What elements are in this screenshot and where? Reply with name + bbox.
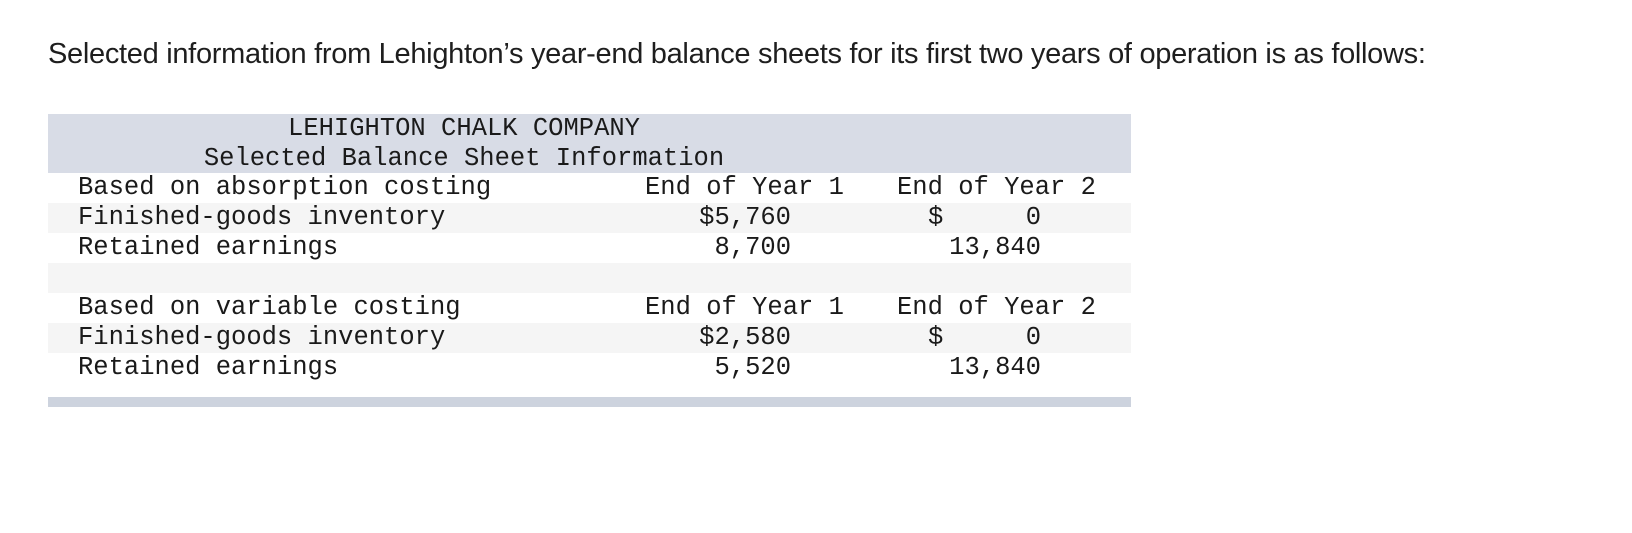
year2-value: 0: [1025, 203, 1041, 232]
year2-value: 0: [1025, 323, 1041, 352]
table-row: Retained earnings 5,520 13,840: [48, 353, 1131, 383]
year2-currency-symbol: $: [928, 203, 944, 232]
table-row: Finished-goods inventory $5,760 $ 0: [48, 203, 1131, 233]
column-header-year2: End of Year 2: [897, 173, 1096, 202]
balance-sheet-table: LEHIGHTON CHALK COMPANY Selected Balance…: [48, 114, 1131, 383]
row-label: Finished-goods inventory: [78, 203, 446, 232]
company-name: LEHIGHTON CHALK COMPANY: [288, 114, 640, 143]
table-header: LEHIGHTON CHALK COMPANY Selected Balance…: [48, 114, 1131, 173]
column-header-year1: End of Year 1: [645, 173, 844, 202]
section-heading: Based on variable costing: [78, 293, 461, 322]
intro-text: Selected information from Lehighton’s ye…: [48, 38, 1426, 70]
year1-value: $2,580: [699, 323, 791, 352]
section-heading: Based on absorption costing: [78, 173, 492, 202]
table-footer-bar: [48, 397, 1131, 407]
year1-value: 8,700: [714, 233, 791, 262]
year1-value: 5,520: [714, 353, 791, 382]
row-label: Retained earnings: [78, 353, 339, 382]
year1-value: $5,760: [699, 203, 791, 232]
section-heading-row: Based on absorption costing End of Year …: [48, 173, 1131, 203]
table-row: Finished-goods inventory $2,580 $ 0: [48, 323, 1131, 353]
year2-currency-symbol: $: [928, 323, 944, 352]
row-label: Retained earnings: [78, 233, 339, 262]
spacer-row: [48, 263, 1131, 293]
column-header-year2: End of Year 2: [897, 293, 1096, 322]
year2-value: 13,840: [949, 233, 1041, 262]
year2-value: 13,840: [949, 353, 1041, 382]
column-header-year1: End of Year 1: [645, 293, 844, 322]
table-row: Retained earnings 8,700 13,840: [48, 233, 1131, 263]
table-subtitle: Selected Balance Sheet Information: [203, 143, 725, 173]
row-label: Finished-goods inventory: [78, 323, 446, 352]
section-heading-row: Based on variable costing End of Year 1 …: [48, 293, 1131, 323]
